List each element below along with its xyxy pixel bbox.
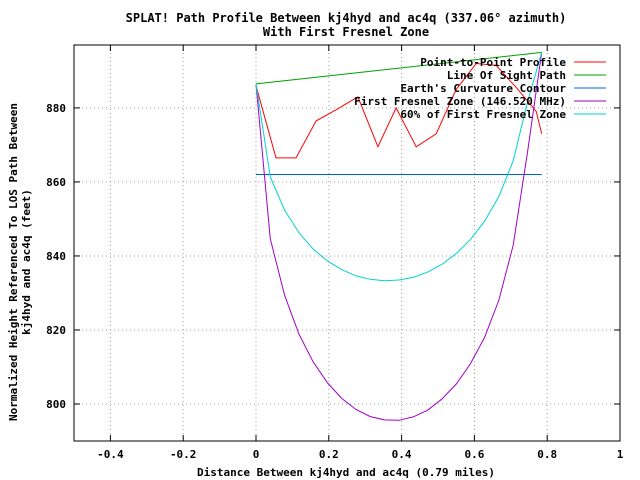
grid [74, 45, 621, 441]
y-tick-label: 820 [46, 324, 66, 337]
y-axis-label-line2: kj4hyd and ac4q (feet) [20, 189, 33, 335]
y-axis-label-line1: Normalized Height Referenced To LOS Path… [7, 103, 20, 421]
plot-frame [73, 44, 621, 442]
series-line-1 [255, 62, 543, 159]
chart-subtitle: With First Fresnel Zone [263, 25, 429, 39]
legend-label-2: Line Of Sight Path [447, 69, 566, 82]
x-tick-label: -0.2 [170, 448, 197, 461]
legend-label-5: 60% of First Fresnel Zone [400, 108, 566, 121]
legend-label-1: Point-to-Point Profile [420, 56, 566, 69]
tick-marks [74, 45, 621, 441]
x-tick-label: 0.4 [392, 448, 412, 461]
x-tick-label: 0.6 [464, 448, 484, 461]
legend-label-3: Earth's Curvature Contour [400, 82, 566, 95]
y-axis-label-group: Normalized Height Referenced To LOS Path… [7, 103, 33, 421]
y-tick-label: 880 [46, 102, 66, 115]
x-axis-label: Distance Between kj4hyd and ac4q (0.79 m… [197, 466, 495, 479]
series-line-5 [255, 52, 543, 282]
y-tick-label: 800 [46, 398, 66, 411]
legend-label-4: First Fresnel Zone (146.520 MHz) [354, 95, 566, 108]
chart-title: SPLAT! Path Profile Between kj4hyd and a… [126, 11, 567, 25]
x-tick-label: 0 [253, 448, 260, 461]
x-tick-label: 0.2 [319, 448, 339, 461]
y-tick-labels: 800 820 840 860 880 [46, 102, 66, 411]
series-line-4 [255, 52, 543, 421]
series-line-2 [255, 51, 542, 85]
x-tick-labels: -0.4 -0.2 0 0.2 0.4 0.6 0.8 1 [97, 448, 624, 461]
series-lines [255, 51, 543, 421]
y-tick-label: 840 [46, 250, 66, 263]
x-tick-label: -0.4 [97, 448, 124, 461]
y-tick-label: 860 [46, 176, 66, 189]
x-tick-label: 0.8 [537, 448, 557, 461]
x-tick-label: 1 [617, 448, 624, 461]
